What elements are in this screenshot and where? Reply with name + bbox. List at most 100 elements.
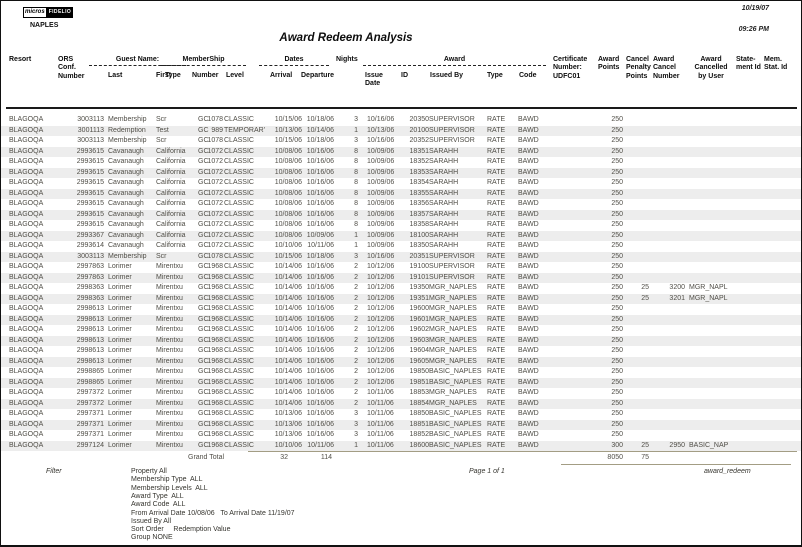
cell-award-id: 18852 [409,431,429,438]
cell-membership-level: CLASSIC [224,420,254,428]
cell-membership-type: GC [198,126,209,134]
cell-last-name: Cavanaugh [108,168,144,176]
cell-resort: BLAGOQA [9,315,44,323]
cell-membership-number: 1968 [207,315,223,323]
cell-nights: 2 [354,336,358,344]
cell-conf-number: 2997372 [76,399,104,407]
cell-nights: 2 [354,326,358,333]
cell-membership-type: GC [198,273,209,281]
table-row: BLAGOQA 2997371 Lorimer Mirentxu GC 1968 CLASS… [1,409,801,420]
cell-membership-level: CLASSIC [224,441,254,449]
table-row: BLAGOQA 2997124 Lorimer Mirentxu GC 1968 CLASS… [1,440,801,451]
cell-departure-date: 10/16/06 [306,368,334,375]
table-row: BLAGOQA 2997371 Lorimer Mirentxu GC 1968 CLASS… [1,419,801,430]
cell-award-id: 19603 [409,336,429,344]
cell-nights: 1 [354,242,358,249]
cell-arrival-date: 10/14/06 [274,357,302,365]
table-row: BLAGOQA 2993615 Cavanaugh California GC 1072 C… [1,157,801,168]
cell-conf-number: 2993615 [76,221,104,228]
cell-membership-type: GC [198,221,209,228]
cell-conf-number: 2998613 [76,357,104,365]
column-header-resort: Resort [9,56,32,63]
cell-last-name: Membership [108,252,147,260]
cell-award-id: 18351 [409,147,429,155]
cell-arrival-date: 10/08/06 [274,200,302,207]
cell-nights: 8 [354,200,358,207]
totals-underline [561,464,791,465]
cell-membership-level: CLASSIC [224,252,254,260]
cell-arrival-date: 10/14/06 [274,326,302,333]
cell-award-code: BAWD [518,137,539,144]
cell-membership-type: GC [198,294,209,302]
cell-award-type: RATE [487,189,506,197]
cell-issued-by: BASIC_NAPLES [429,378,482,386]
cell-nights: 3 [354,137,358,144]
cell-award-type: RATE [487,336,506,344]
cell-first-name: Mirentxu [156,399,183,407]
cell-membership-number: 1968 [207,368,223,375]
table-row: BLAGOQA 3003113 Membership Scr GC 1078 CLASSIC… [1,251,801,262]
cell-nights: 2 [354,263,358,270]
cell-membership-level: CLASSIC [224,305,254,312]
cell-last-name: Lorimer [108,368,132,375]
table-row: BLAGOQA 2998865 Lorimer Mirentxu GC 1968 CLASS… [1,367,801,378]
grand-total-certificates: 32 [280,454,288,461]
cell-membership-type: GC [198,399,209,407]
cell-arrival-date: 10/15/06 [274,252,302,260]
cell-membership-type: GC [198,231,209,239]
cell-issued-by: SARAHH [429,242,459,249]
cell-departure-date: 10/16/06 [306,410,334,417]
cell-resort: BLAGOQA [9,210,44,218]
cell-membership-type: GC [198,347,209,354]
cell-first-name: California [156,200,186,207]
grand-total-points: 8050 [607,454,623,461]
cell-issue-date: 10/11/06 [367,420,394,428]
cell-membership-number: 1968 [207,431,223,438]
cell-membership-level: CLASSIC [224,158,254,165]
cell-membership-number: 1072 [207,242,223,249]
cell-award-type: RATE [487,389,506,396]
cell-conf-number: 2998613 [76,326,104,333]
cell-departure-date: 10/18/06 [306,252,334,260]
cell-conf-number: 2993614 [76,242,104,249]
cell-award-code: BAWD [518,126,539,134]
cell-award-type: RATE [487,420,506,428]
cell-cancel-number: 3200 [669,284,685,291]
cell-arrival-date: 10/08/06 [274,231,302,239]
cell-award-type: RATE [487,357,506,365]
cell-departure-date: 10/16/06 [306,189,334,197]
cell-award-code: BAWD [518,158,539,165]
cell-departure-date: 10/16/06 [306,399,334,407]
cell-issue-date: 10/12/06 [367,326,395,333]
cell-membership-number: 1968 [207,273,223,281]
column-header-statement: State- ment Id [736,56,761,72]
cell-award-code: BAWD [518,273,539,281]
cell-membership-number: 1078 [207,116,223,123]
cell-conf-number: 2997371 [76,420,104,428]
cell-last-name: Redemption [108,126,146,134]
cell-resort: BLAGOQA [9,221,44,228]
cell-first-name: Mirentxu [156,284,183,291]
cell-arrival-date: 10/14/06 [274,305,302,312]
cell-award-points: 250 [611,200,623,207]
cell-issue-date: 10/12/06 [367,305,395,312]
cell-arrival-date: 10/08/06 [274,221,302,228]
cell-issue-date: 10/12/06 [367,336,395,344]
cell-nights: 2 [354,378,358,386]
cell-last-name: Cavanaugh [108,231,144,239]
cell-award-points: 250 [611,284,623,291]
cell-arrival-date: 10/08/06 [274,168,302,176]
cell-award-id: 18357 [409,210,429,218]
cell-award-type: RATE [487,431,506,438]
cell-membership-number: 1968 [207,294,223,302]
table-row: BLAGOQA 2998613 Lorimer Mirentxu GC 1968 CLASS… [1,325,801,336]
cell-departure-date: 10/16/06 [306,284,334,291]
cell-membership-number: 1072 [207,231,223,239]
cell-membership-level: CLASSIC [224,410,254,417]
cell-arrival-date: 10/14/06 [274,284,302,291]
cell-conf-number: 2998613 [76,305,104,312]
cell-membership-level: CLASSIC [224,210,254,218]
page-number: Page 1 of 1 [469,468,505,475]
cell-issued-by: BASIC_NAPLES [429,431,482,438]
cell-first-name: Mirentxu [156,368,183,375]
